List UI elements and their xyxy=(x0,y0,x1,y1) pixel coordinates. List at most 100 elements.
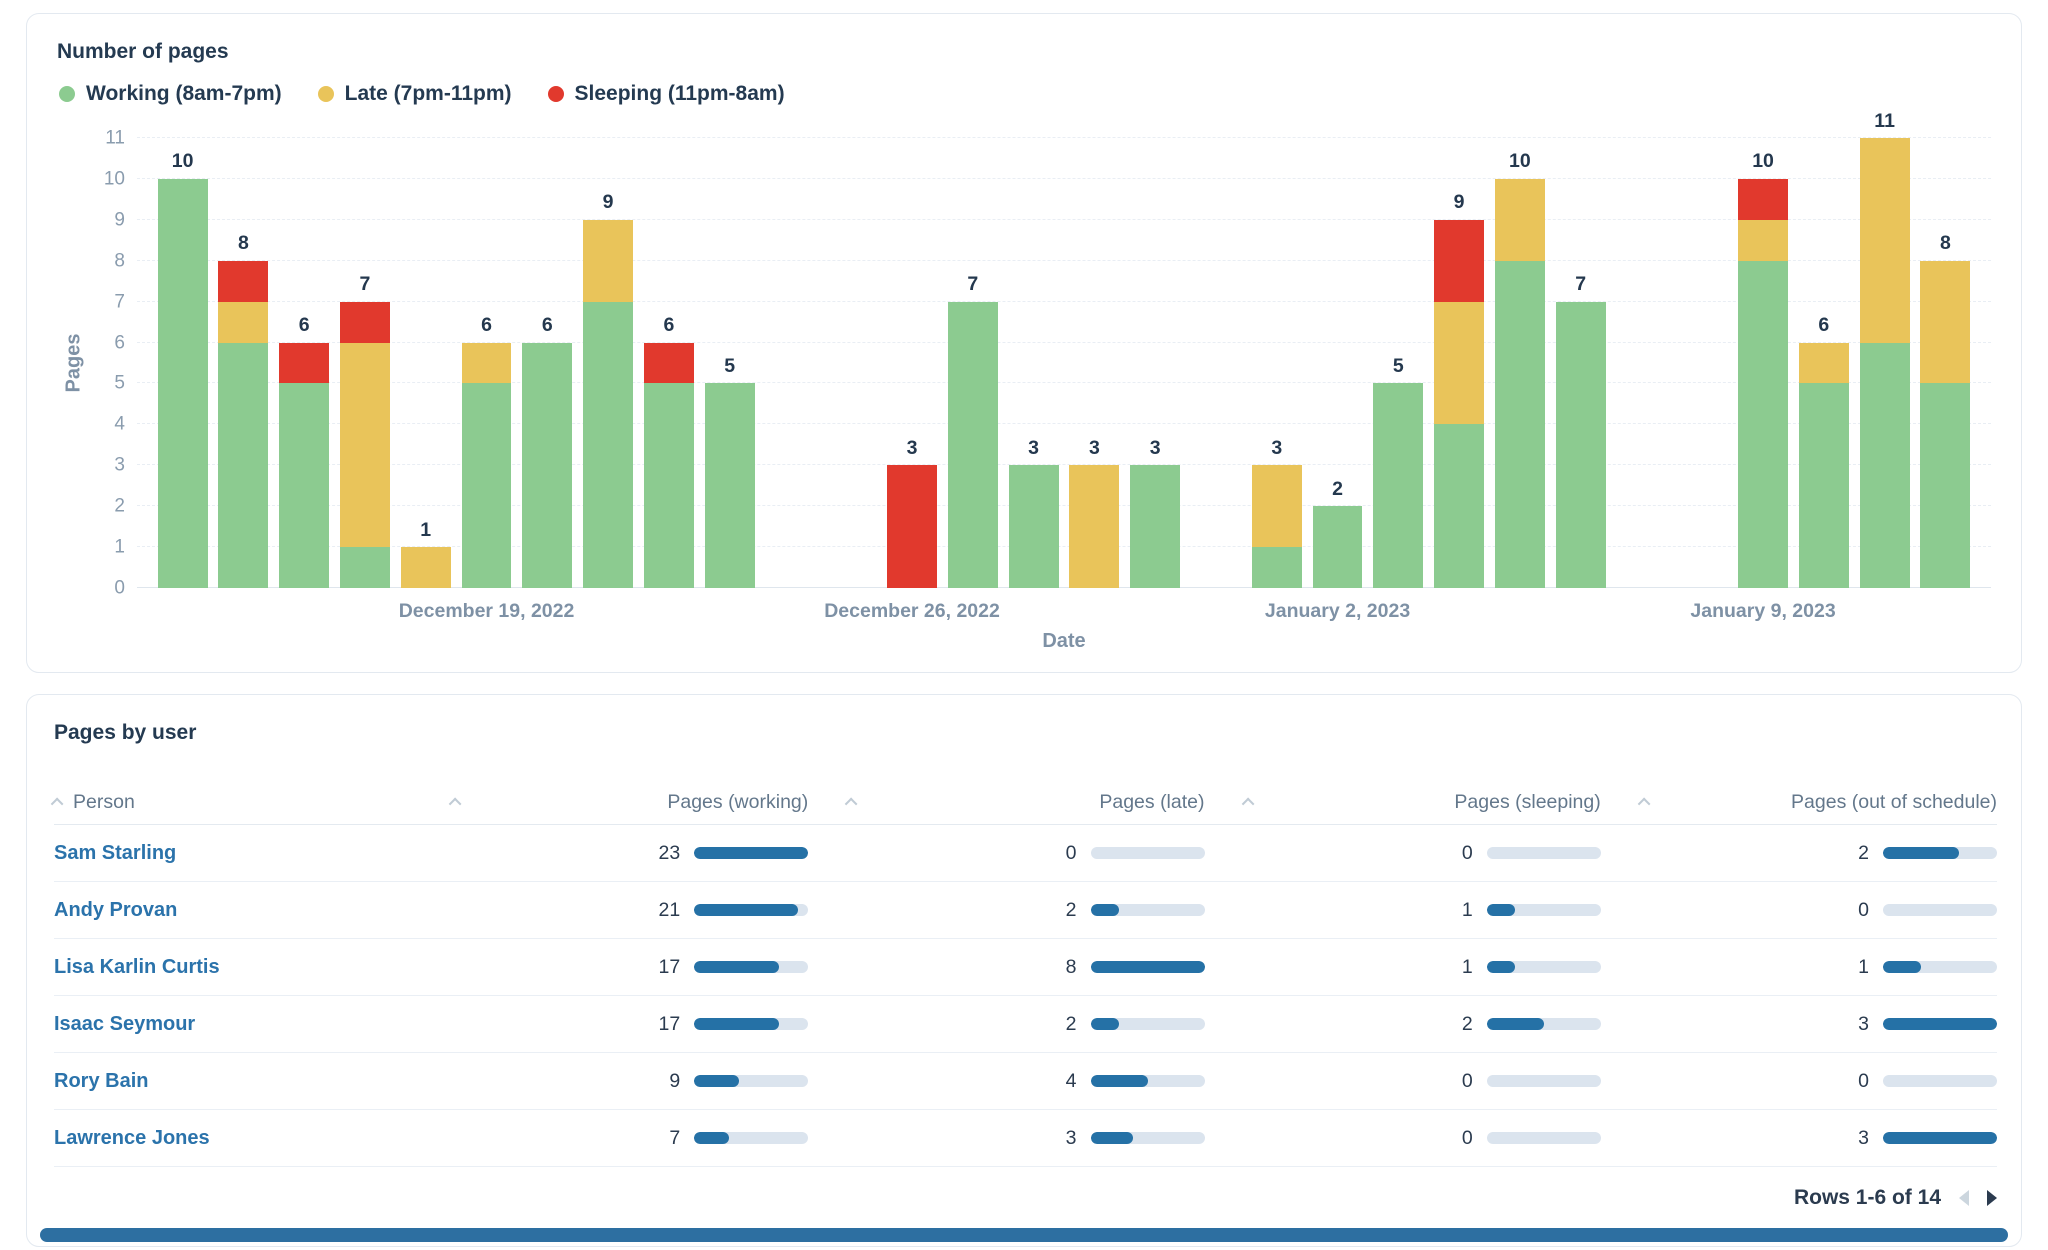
cell-bar-track xyxy=(1486,961,1601,973)
bar-slot-19[interactable]: 2 xyxy=(1312,479,1363,588)
person-cell: Rory Bain xyxy=(54,1070,412,1093)
bar-total-label: 5 xyxy=(1392,354,1404,377)
bar-slot-1[interactable]: 8 xyxy=(218,234,269,588)
bar-slot-9[interactable]: 5 xyxy=(704,356,755,588)
person-link[interactable]: Rory Bain xyxy=(54,1069,149,1092)
late-legend-dot-icon xyxy=(317,86,334,102)
bar-total-label: 7 xyxy=(1575,273,1587,296)
bar-slot-6[interactable]: 6 xyxy=(522,316,573,588)
y-tick-9: 9 xyxy=(114,209,125,231)
bar-segment-working xyxy=(1434,424,1485,588)
column-header-late[interactable]: Pages (late) xyxy=(808,791,1205,814)
bar-slot-2[interactable]: 6 xyxy=(279,316,330,588)
column-label: Person xyxy=(73,791,135,813)
previous-page-icon[interactable] xyxy=(1959,1190,1969,1206)
bar-slot-20[interactable]: 5 xyxy=(1373,356,1424,588)
bar-total-label: 6 xyxy=(541,314,553,337)
cell-out: 2 xyxy=(1601,842,1997,865)
bar-slot-21[interactable]: 9 xyxy=(1434,193,1485,588)
table-row: Sam Starling 23 0 0 2 xyxy=(54,825,1997,882)
bar-segment-sleeping xyxy=(1738,178,1788,220)
sort-caret-icon xyxy=(1241,797,1254,811)
bar-segment-late xyxy=(1251,465,1302,548)
y-axis-ticks: 0 1 2 3 4 5 6 7 8 9 10 11 xyxy=(91,129,137,598)
person-link[interactable]: Sam Starling xyxy=(54,841,177,864)
next-page-icon[interactable] xyxy=(1987,1190,1997,1206)
cell-sleeping: 0 xyxy=(1205,842,1601,865)
bar-slot-15[interactable]: 3 xyxy=(1069,438,1120,588)
bar-segment-late xyxy=(583,219,634,302)
bar-slot-26[interactable]: 10 xyxy=(1738,152,1788,588)
person-link[interactable]: Lawrence Jones xyxy=(54,1126,210,1149)
column-header-person[interactable]: Person xyxy=(50,791,412,814)
legend-item-late[interactable]: Late (7pm-11pm) xyxy=(317,82,512,106)
bar-slot-29[interactable]: 8 xyxy=(1920,234,1971,588)
bar-slot-23[interactable]: 7 xyxy=(1555,275,1606,588)
cell-value: 0 xyxy=(1461,841,1473,864)
bar-total-label: 3 xyxy=(1271,436,1283,459)
bar-slot-5[interactable]: 6 xyxy=(461,316,512,588)
bar-segment-working xyxy=(1130,465,1181,588)
bar-segment-working xyxy=(1738,260,1788,588)
bar-slot-28[interactable]: 11 xyxy=(1859,111,1910,588)
cell-out: 0 xyxy=(1601,899,1997,922)
cell-bar-fill xyxy=(694,961,779,973)
person-link[interactable]: Andy Provan xyxy=(54,898,178,921)
cell-value: 8 xyxy=(1065,955,1077,978)
bar-slot-8[interactable]: 6 xyxy=(643,316,694,588)
legend-item-sleeping[interactable]: Sleeping (11pm-8am) xyxy=(547,82,785,106)
bar-slot-22[interactable]: 10 xyxy=(1494,152,1545,588)
table-row: Andy Provan 21 2 1 0 xyxy=(54,882,1997,939)
gridline xyxy=(137,300,1991,302)
bar-segment-sleeping xyxy=(218,260,269,302)
person-link[interactable]: Lisa Karlin Curtis xyxy=(54,955,220,978)
y-tick-10: 10 xyxy=(103,168,125,190)
cell-bar-track xyxy=(1090,847,1205,859)
cell-value: 2 xyxy=(1461,1012,1473,1035)
column-header-out[interactable]: Pages (out of schedule) xyxy=(1601,791,1997,814)
bar-segment-sleeping xyxy=(279,342,330,384)
column-header-working[interactable]: Pages (working) xyxy=(412,791,808,814)
bar-slot-3[interactable]: 7 xyxy=(340,275,390,588)
person-link[interactable]: Isaac Seymour xyxy=(54,1012,196,1035)
cell-working: 7 xyxy=(412,1127,809,1150)
bar-slot-27[interactable]: 6 xyxy=(1798,316,1849,588)
working-legend-dot-icon xyxy=(59,86,75,102)
person-cell: Isaac Seymour xyxy=(54,1013,412,1036)
cell-bar-fill xyxy=(694,904,799,916)
legend-item-working[interactable]: Working (8am-7pm) xyxy=(59,82,282,106)
gridline xyxy=(137,464,1991,466)
person-cell: Lawrence Jones xyxy=(54,1127,412,1150)
bar-slot-16[interactable]: 3 xyxy=(1130,438,1181,588)
column-label: Pages (out of schedule) xyxy=(1791,791,1997,813)
cell-bar-fill xyxy=(694,1132,729,1144)
person-cell: Sam Starling xyxy=(54,842,412,865)
bar-total-label: 10 xyxy=(1752,150,1774,173)
table-pagination: Rows 1-6 of 14 xyxy=(54,1167,1997,1229)
bar-slot-12[interactable]: 3 xyxy=(887,438,937,588)
sort-caret-icon xyxy=(1637,797,1651,811)
bar-segment-working xyxy=(947,301,998,588)
bar-slot-4[interactable]: 1 xyxy=(400,520,451,588)
horizontal-scrollbar-thumb[interactable] xyxy=(40,1228,2008,1242)
column-label: Pages (working) xyxy=(667,791,809,813)
cell-bar-fill xyxy=(694,847,809,859)
bar-slot-18[interactable]: 3 xyxy=(1251,438,1302,588)
bar-segment-working xyxy=(704,383,755,588)
bar-slot-7[interactable]: 9 xyxy=(583,193,634,588)
cell-value: 9 xyxy=(669,1069,681,1092)
bar-total-label: 10 xyxy=(171,150,194,173)
x-tick-label: December 19, 2022 xyxy=(398,600,575,622)
column-header-sleeping[interactable]: Pages (sleeping) xyxy=(1205,791,1601,814)
bar-segment-working xyxy=(1312,506,1363,588)
bar-slot-14[interactable]: 3 xyxy=(1008,438,1059,588)
legend-label: Sleeping (11pm-8am) xyxy=(574,82,785,105)
cell-bar-track xyxy=(694,1075,809,1087)
number-of-pages-panel: Number of pages Working (8am-7pm) Late (7… xyxy=(26,13,2022,673)
bar-segment-late xyxy=(1434,301,1485,425)
cell-value: 0 xyxy=(1065,841,1077,864)
bar-slot-13[interactable]: 7 xyxy=(947,275,998,588)
bar-segment-working xyxy=(1494,260,1545,588)
bar-slot-0[interactable]: 10 xyxy=(157,152,208,588)
cell-sleeping: 1 xyxy=(1205,899,1601,922)
